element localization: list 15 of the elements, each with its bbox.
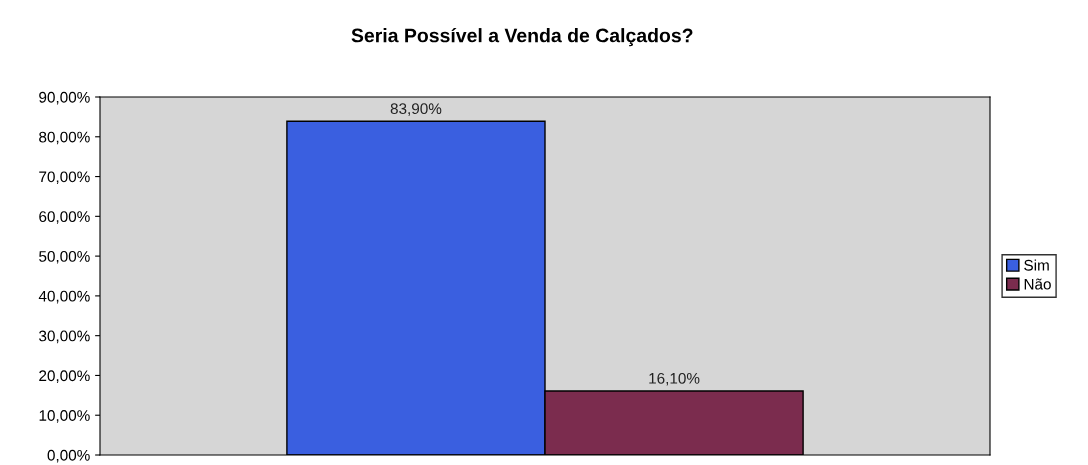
data-label: 83,90% [390, 103, 442, 116]
legend-label: Sim [1024, 259, 1049, 271]
y-tick-label: 60,00% [39, 211, 90, 224]
y-tick-label: 0,00% [47, 449, 90, 463]
legend-label: Não [1024, 278, 1051, 290]
chart-title: Seria Possível a Venda de Calçados? [351, 27, 693, 47]
y-tick-label: 90,00% [39, 91, 90, 105]
y-tick-label: 30,00% [39, 330, 90, 344]
y-tick-label: 70,00% [39, 171, 90, 185]
y-tick-label: 40,00% [38, 290, 90, 304]
y-tick-label: 80,00% [39, 131, 90, 145]
y-tick-label: 20,00% [39, 370, 90, 383]
y-tick-label: 10,00% [39, 410, 90, 423]
y-tick-label: 50,00% [39, 250, 90, 264]
data-label: 16,10% [649, 372, 700, 386]
